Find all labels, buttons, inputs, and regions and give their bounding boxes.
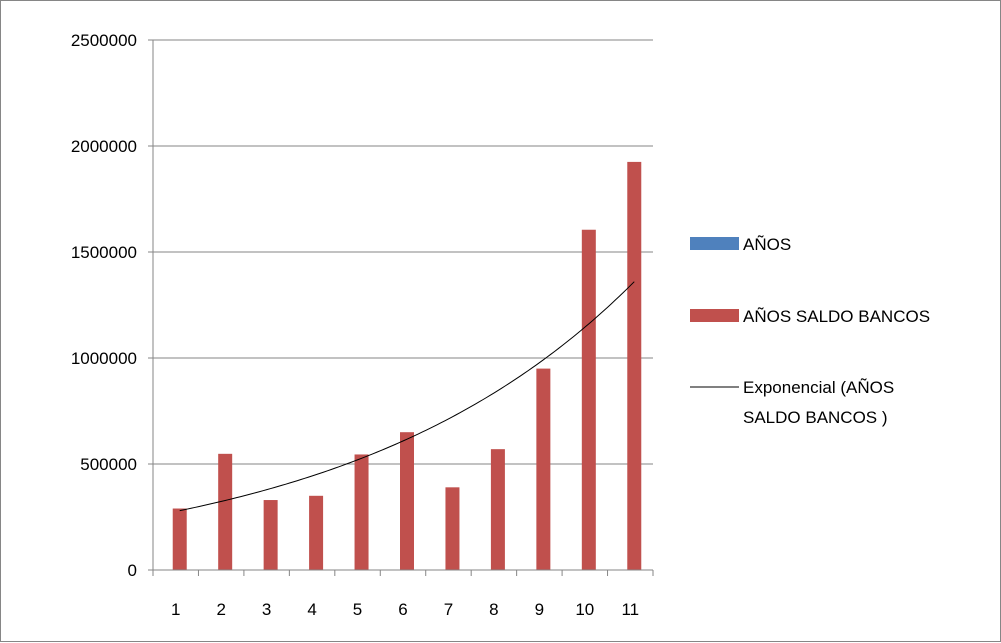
bar <box>581 229 596 571</box>
bar <box>490 449 505 570</box>
y-tick-label: 2500000 <box>71 31 137 50</box>
x-tick-label: 3 <box>262 600 271 619</box>
x-tick-label: 8 <box>489 600 498 619</box>
bar <box>354 454 369 570</box>
legend-label-trendline-line1: Exponencial (AÑOS <box>743 378 894 397</box>
trendline-curve <box>179 281 635 512</box>
bar <box>445 487 460 570</box>
bar <box>536 368 551 570</box>
bar <box>263 500 278 570</box>
legend-label-trendline-line2: SALDO BANCOS ) <box>743 408 888 427</box>
y-tick-labels: 0 500000 1000000 1500000 2000000 2500000 <box>71 31 137 580</box>
x-tick-label: 7 <box>444 600 453 619</box>
x-tick-label: 6 <box>398 600 407 619</box>
x-tick-label: 5 <box>353 600 362 619</box>
x-tick-label: 9 <box>535 600 544 619</box>
axes <box>152 40 654 576</box>
trendline <box>179 281 635 512</box>
bar <box>172 508 187 570</box>
x-tick-label: 4 <box>307 600 316 619</box>
y-tick-label: 1000000 <box>71 349 137 368</box>
legend: AÑOS AÑOS SALDO BANCOS Exponencial (AÑOS… <box>690 235 930 427</box>
bars <box>172 161 642 571</box>
y-tick-label: 500000 <box>80 455 137 474</box>
y-tick-label: 0 <box>128 561 137 580</box>
x-tick-label: 1 <box>171 600 180 619</box>
bar <box>309 495 324 570</box>
x-tick-label: 2 <box>216 600 225 619</box>
legend-label-anos: AÑOS <box>743 235 791 254</box>
legend-swatch-saldo-bancos <box>690 309 739 322</box>
legend-swatch-anos <box>690 237 739 250</box>
bar <box>400 432 414 570</box>
bar <box>218 453 233 570</box>
legend-label-saldo-bancos: AÑOS SALDO BANCOS <box>743 307 930 326</box>
x-tick-label: 11 <box>621 600 639 619</box>
y-tick-label: 1500000 <box>71 243 137 262</box>
gridlines <box>148 39 653 571</box>
x-tick-labels: 1 2 3 4 5 6 7 8 9 10 11 <box>171 600 639 619</box>
y-tick-label: 2000000 <box>71 137 137 156</box>
bar <box>627 161 642 570</box>
x-tick-label: 10 <box>575 600 594 619</box>
